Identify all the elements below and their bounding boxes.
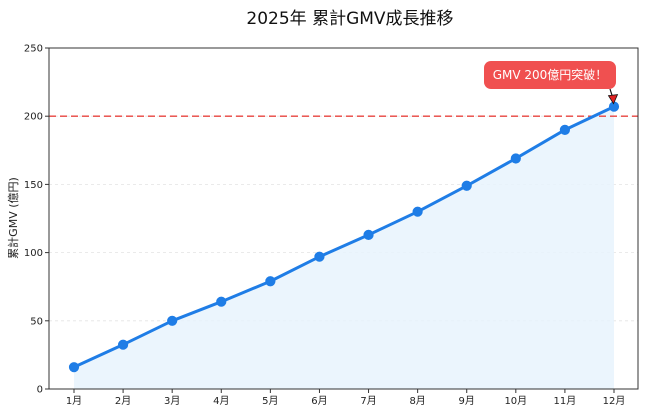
plot-area: 0 50 100 150 200 250 1月 2月 3月 4月 5月 6月 7月 8月 9月 10月 11月 1… [24,44,639,407]
data-point [363,229,374,240]
chart-title: 2025年 累計GMV成長推移 [246,9,453,29]
x-tick-label: 11月 [554,395,577,407]
x-tick-label: 5月 [262,395,278,407]
x-tick-label: 8月 [409,395,425,407]
series-line [72,105,616,369]
x-tick-label: 7月 [360,395,376,407]
annotation-box [484,61,616,89]
y-tick-label: 200 [24,112,43,123]
y-axis-label: 累計GMV (億円) [6,177,20,259]
x-tick-label: 3月 [164,395,180,407]
data-point [412,206,423,217]
data-point [265,276,276,287]
area-fill [74,106,614,389]
y-tick-label: 150 [24,180,43,191]
data-point [117,339,129,350]
y-tick-label: 100 [24,248,43,259]
x-tick-label: 10月 [504,395,527,407]
data-point [559,124,571,135]
x-tick-label: 9月 [459,395,475,407]
x-tick-label: 12月 [603,395,626,407]
y-tick-label: 0 [37,385,43,396]
x-tick-label: 4月 [213,395,229,407]
data-point [510,153,521,164]
data-point [314,251,325,262]
data-point [461,180,472,191]
annotation-text: GMV 200億円突破！ [493,67,608,82]
annotation-arrow-head [607,94,619,105]
data-point [167,315,178,326]
plot-frame [48,47,639,390]
y-tick-label: 250 [24,44,43,55]
data-point [68,362,80,373]
y-tick-label: 50 [30,316,43,327]
data-point [216,296,227,307]
x-tick-label: 2月 [115,395,131,407]
x-tick-label: 6月 [311,395,327,407]
x-tick-label: 1月 [66,395,82,407]
